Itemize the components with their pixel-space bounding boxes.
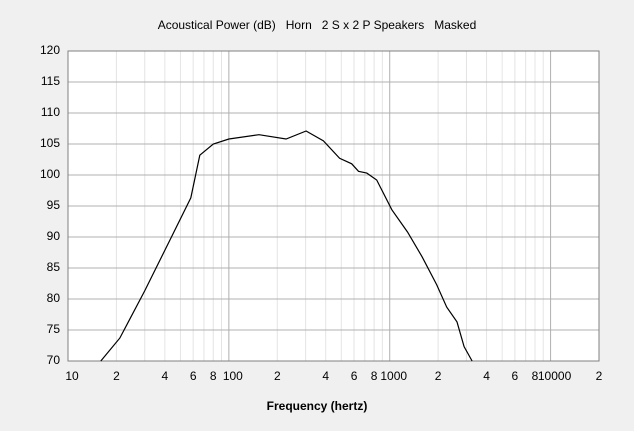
x-tick-label: 6 — [351, 369, 358, 383]
x-tick-label: 8 — [532, 369, 539, 383]
x-tick-label: 2 — [596, 369, 603, 383]
x-tick-label: 2 — [113, 369, 120, 383]
x-tick-label: 4 — [162, 369, 169, 383]
x-tick-label: 2 — [274, 369, 281, 383]
y-tick-label: 75 — [47, 322, 61, 336]
line — [100, 130, 473, 362]
x-tick-label: 4 — [322, 369, 329, 383]
x-tick-label: 6 — [190, 369, 197, 383]
y-tick-label: 70 — [47, 353, 61, 367]
x-tick-label: 4 — [483, 369, 490, 383]
plot-border — [67, 50, 600, 362]
y-tick-label: 120 — [40, 43, 60, 57]
y-tick-label: 105 — [40, 136, 60, 150]
y-tick-label: 95 — [47, 198, 61, 212]
chart-title: Acoustical Power (dB) Horn 2 S x 2 P Spe… — [158, 18, 477, 32]
x-axis-label: Frequency (hertz) — [267, 399, 368, 413]
x-tick-label: 10000 — [538, 369, 572, 383]
x-tick-label: 1000 — [380, 369, 407, 383]
y-tick-label: 100 — [40, 167, 60, 181]
x-tick-label: 6 — [512, 369, 519, 383]
x-tick-label: 8 — [371, 369, 378, 383]
y-tick-label: 80 — [47, 291, 61, 305]
y-tick-label: 110 — [41, 105, 60, 119]
x-tick-label: 8 — [210, 369, 217, 383]
x-tick-label: 100 — [223, 369, 243, 383]
y-tick-label: 85 — [47, 260, 61, 274]
x-tick-label: 2 — [435, 369, 442, 383]
y-tick-label: 90 — [47, 229, 61, 243]
x-tick-label: 10 — [65, 369, 79, 383]
y-tick-label: 115 — [41, 74, 60, 88]
